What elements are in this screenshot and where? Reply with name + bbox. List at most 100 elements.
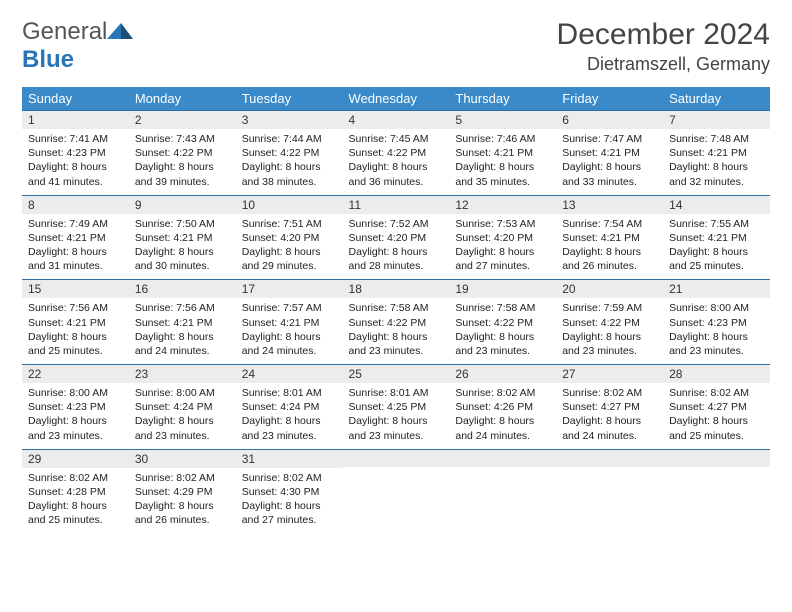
day-number: 15	[22, 280, 129, 298]
day-cell: 23Sunrise: 8:00 AMSunset: 4:24 PMDayligh…	[129, 365, 236, 450]
day-line-d2: and 39 minutes.	[135, 175, 230, 189]
day-line-d2: and 23 minutes.	[242, 429, 337, 443]
logo-word1: General	[22, 18, 107, 45]
day-line-sr: Sunrise: 7:45 AM	[349, 132, 444, 146]
day-line-d1: Daylight: 8 hours	[28, 414, 123, 428]
day-line-d2: and 41 minutes.	[28, 175, 123, 189]
day-line-d1: Daylight: 8 hours	[669, 414, 764, 428]
day-line-ss: Sunset: 4:30 PM	[242, 485, 337, 499]
day-line-d2: and 35 minutes.	[455, 175, 550, 189]
day-line-ss: Sunset: 4:27 PM	[562, 400, 657, 414]
day-line-ss: Sunset: 4:20 PM	[455, 231, 550, 245]
day-line-d1: Daylight: 8 hours	[135, 330, 230, 344]
day-body: Sunrise: 7:56 AMSunset: 4:21 PMDaylight:…	[22, 298, 129, 364]
day-number: 12	[449, 196, 556, 214]
day-cell: 18Sunrise: 7:58 AMSunset: 4:22 PMDayligh…	[343, 280, 450, 365]
day-line-d2: and 23 minutes.	[349, 344, 444, 358]
day-line-d1: Daylight: 8 hours	[562, 414, 657, 428]
day-body: Sunrise: 7:54 AMSunset: 4:21 PMDaylight:…	[556, 214, 663, 280]
day-line-ss: Sunset: 4:25 PM	[349, 400, 444, 414]
day-line-sr: Sunrise: 8:02 AM	[669, 386, 764, 400]
day-line-sr: Sunrise: 7:53 AM	[455, 217, 550, 231]
day-line-d1: Daylight: 8 hours	[455, 330, 550, 344]
day-cell: 4Sunrise: 7:45 AMSunset: 4:22 PMDaylight…	[343, 111, 450, 196]
day-header: Wednesday	[343, 87, 450, 111]
day-cell	[343, 449, 450, 533]
day-number: 31	[236, 450, 343, 468]
day-line-d2: and 25 minutes.	[28, 344, 123, 358]
day-body: Sunrise: 8:02 AMSunset: 4:27 PMDaylight:…	[556, 383, 663, 449]
logo: General Blue	[22, 18, 133, 74]
day-line-d2: and 26 minutes.	[562, 259, 657, 273]
day-body: Sunrise: 8:00 AMSunset: 4:23 PMDaylight:…	[663, 298, 770, 364]
day-number: 22	[22, 365, 129, 383]
day-line-ss: Sunset: 4:22 PM	[242, 146, 337, 160]
day-body: Sunrise: 7:52 AMSunset: 4:20 PMDaylight:…	[343, 214, 450, 280]
day-number	[663, 450, 770, 467]
day-line-ss: Sunset: 4:22 PM	[135, 146, 230, 160]
day-cell: 26Sunrise: 8:02 AMSunset: 4:26 PMDayligh…	[449, 365, 556, 450]
day-cell: 28Sunrise: 8:02 AMSunset: 4:27 PMDayligh…	[663, 365, 770, 450]
day-line-d1: Daylight: 8 hours	[455, 414, 550, 428]
day-line-d2: and 23 minutes.	[669, 344, 764, 358]
day-cell: 31Sunrise: 8:02 AMSunset: 4:30 PMDayligh…	[236, 449, 343, 533]
day-number: 30	[129, 450, 236, 468]
day-body: Sunrise: 8:02 AMSunset: 4:27 PMDaylight:…	[663, 383, 770, 449]
day-body: Sunrise: 7:51 AMSunset: 4:20 PMDaylight:…	[236, 214, 343, 280]
day-line-d2: and 25 minutes.	[669, 429, 764, 443]
calendar-body: 1Sunrise: 7:41 AMSunset: 4:23 PMDaylight…	[22, 111, 770, 534]
day-line-d1: Daylight: 8 hours	[669, 245, 764, 259]
day-line-d2: and 28 minutes.	[349, 259, 444, 273]
month-title: December 2024	[557, 18, 770, 52]
day-line-d2: and 25 minutes.	[28, 513, 123, 527]
day-number	[449, 450, 556, 467]
day-cell: 16Sunrise: 7:56 AMSunset: 4:21 PMDayligh…	[129, 280, 236, 365]
day-cell: 8Sunrise: 7:49 AMSunset: 4:21 PMDaylight…	[22, 195, 129, 280]
day-line-sr: Sunrise: 8:01 AM	[242, 386, 337, 400]
calendar-table: SundayMondayTuesdayWednesdayThursdayFrid…	[22, 87, 770, 533]
week-row: 1Sunrise: 7:41 AMSunset: 4:23 PMDaylight…	[22, 111, 770, 196]
day-line-d2: and 23 minutes.	[562, 344, 657, 358]
day-line-sr: Sunrise: 7:58 AM	[455, 301, 550, 315]
day-header: Sunday	[22, 87, 129, 111]
day-number: 4	[343, 111, 450, 129]
day-cell	[663, 449, 770, 533]
day-number: 8	[22, 196, 129, 214]
day-cell: 22Sunrise: 8:00 AMSunset: 4:23 PMDayligh…	[22, 365, 129, 450]
day-body: Sunrise: 7:49 AMSunset: 4:21 PMDaylight:…	[22, 214, 129, 280]
day-line-d1: Daylight: 8 hours	[28, 160, 123, 174]
day-cell: 10Sunrise: 7:51 AMSunset: 4:20 PMDayligh…	[236, 195, 343, 280]
day-body	[663, 467, 770, 515]
day-line-sr: Sunrise: 7:47 AM	[562, 132, 657, 146]
day-line-sr: Sunrise: 8:02 AM	[455, 386, 550, 400]
day-number: 26	[449, 365, 556, 383]
day-line-ss: Sunset: 4:21 PM	[135, 316, 230, 330]
day-line-ss: Sunset: 4:21 PM	[669, 231, 764, 245]
day-line-ss: Sunset: 4:24 PM	[242, 400, 337, 414]
day-number: 29	[22, 450, 129, 468]
day-line-d2: and 38 minutes.	[242, 175, 337, 189]
day-line-d2: and 23 minutes.	[135, 429, 230, 443]
day-cell: 20Sunrise: 7:59 AMSunset: 4:22 PMDayligh…	[556, 280, 663, 365]
day-line-ss: Sunset: 4:21 PM	[562, 146, 657, 160]
day-number: 16	[129, 280, 236, 298]
day-number: 18	[343, 280, 450, 298]
day-line-d2: and 23 minutes.	[28, 429, 123, 443]
day-body: Sunrise: 8:02 AMSunset: 4:26 PMDaylight:…	[449, 383, 556, 449]
day-line-sr: Sunrise: 8:02 AM	[242, 471, 337, 485]
logo-mark-icon	[107, 21, 133, 39]
day-number: 3	[236, 111, 343, 129]
day-line-ss: Sunset: 4:20 PM	[349, 231, 444, 245]
location: Dietramszell, Germany	[557, 54, 770, 75]
day-line-sr: Sunrise: 7:46 AM	[455, 132, 550, 146]
day-line-sr: Sunrise: 7:55 AM	[669, 217, 764, 231]
day-number: 14	[663, 196, 770, 214]
day-line-d2: and 25 minutes.	[669, 259, 764, 273]
week-row: 22Sunrise: 8:00 AMSunset: 4:23 PMDayligh…	[22, 365, 770, 450]
day-number	[556, 450, 663, 467]
day-body: Sunrise: 7:57 AMSunset: 4:21 PMDaylight:…	[236, 298, 343, 364]
day-line-sr: Sunrise: 7:56 AM	[28, 301, 123, 315]
day-body	[556, 467, 663, 515]
day-line-ss: Sunset: 4:21 PM	[562, 231, 657, 245]
day-line-sr: Sunrise: 7:50 AM	[135, 217, 230, 231]
